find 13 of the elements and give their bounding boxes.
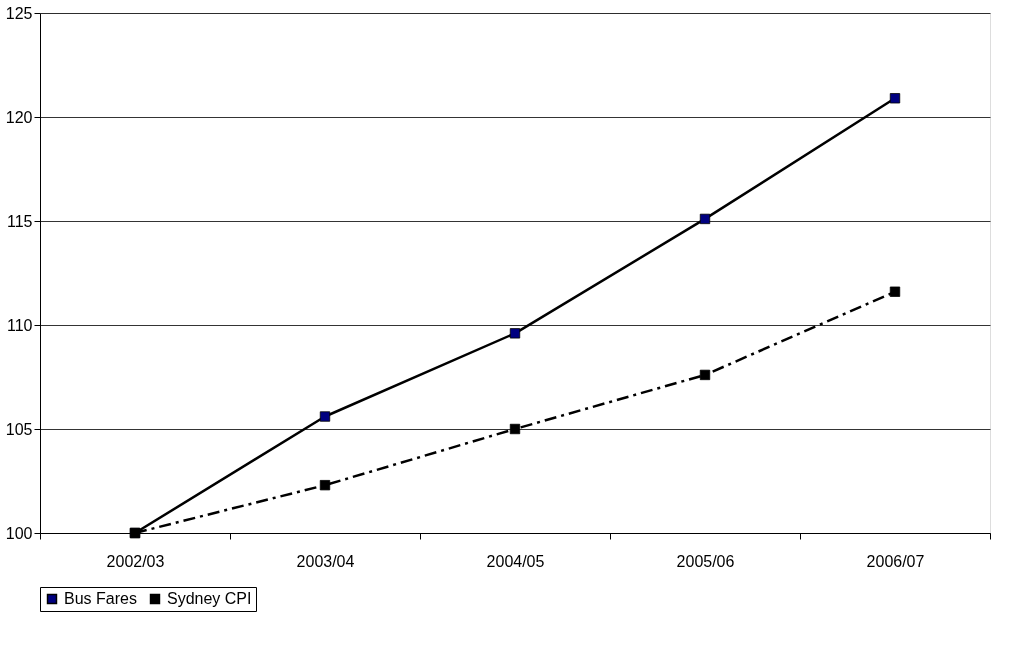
- x-tick-label: 2003/04: [296, 552, 355, 570]
- y-tick-label: 105: [5, 420, 33, 438]
- x-tick-label: 2002/03: [106, 552, 165, 570]
- x-tick-label: 2006/07: [866, 552, 925, 570]
- x-tick-label: 2005/06: [676, 552, 735, 570]
- y-tick-label: 110: [6, 316, 33, 334]
- legend-label: Bus Fares: [64, 590, 137, 607]
- y-tick-label: 100: [5, 524, 33, 542]
- legend-label: Sydney CPI: [167, 590, 252, 607]
- y-tick-label: 125: [5, 4, 33, 22]
- x-tick-label: 2004/05: [486, 552, 545, 570]
- y-tick-label: 120: [5, 108, 33, 126]
- y-tick-label: 115: [6, 212, 33, 230]
